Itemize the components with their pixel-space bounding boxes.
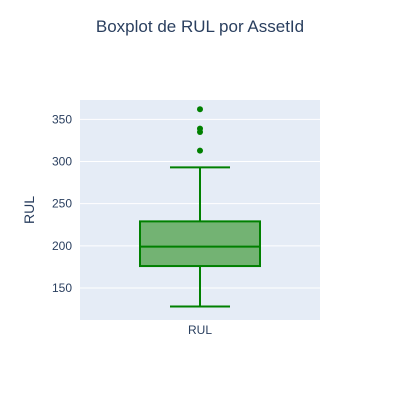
y-axis-title: RUL xyxy=(21,196,37,224)
outlier-point xyxy=(197,148,203,154)
outlier-point xyxy=(197,106,203,112)
y-tick-label: 200 xyxy=(52,239,72,253)
y-tick-label: 150 xyxy=(52,281,72,295)
y-tick-labels: 150 200 250 300 350 xyxy=(52,112,72,295)
iqr-box xyxy=(140,221,260,266)
y-tick-label: 250 xyxy=(52,197,72,211)
x-tick-labels: RUL xyxy=(188,323,212,337)
x-tick-label: RUL xyxy=(188,323,212,337)
chart-title: Boxplot de RUL por AssetId xyxy=(96,17,304,36)
y-tick-label: 300 xyxy=(52,155,72,169)
outlier-point xyxy=(197,126,203,132)
y-tick-label: 350 xyxy=(52,112,72,126)
